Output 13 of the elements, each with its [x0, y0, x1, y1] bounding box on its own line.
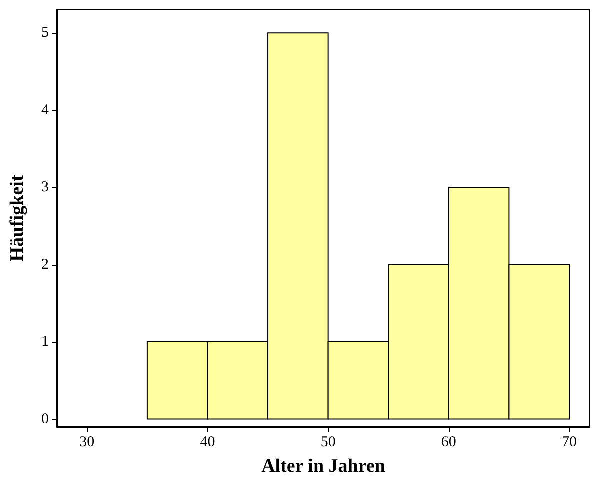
y-tick-label: 1 [42, 334, 49, 350]
x-tick-label: 30 [80, 434, 95, 450]
y-tick-label: 4 [42, 102, 50, 118]
y-tick-label: 0 [42, 411, 49, 428]
x-tick-label: 50 [320, 434, 336, 450]
y-tick-label: 3 [42, 180, 49, 196]
x-tick-label: 60 [441, 434, 456, 450]
x-tick-label: 70 [562, 434, 577, 450]
x-axis-title: Alter in Jahren [262, 456, 386, 477]
x-tick-label: 40 [200, 434, 216, 450]
y-tick-label: 5 [42, 25, 49, 42]
y-axis-title: Häufigkeit [7, 174, 28, 262]
y-tick-label: 2 [42, 256, 49, 273]
